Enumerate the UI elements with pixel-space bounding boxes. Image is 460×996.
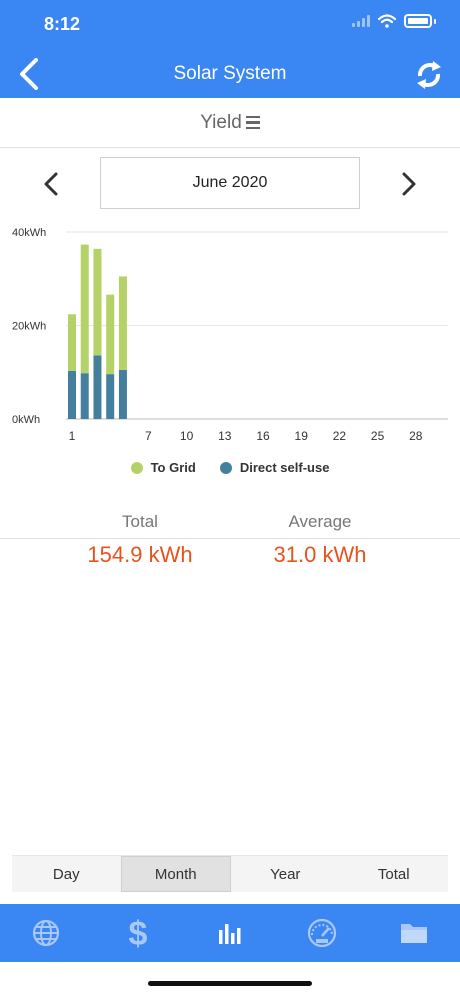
yield-chart: 0kWh 20kWh 40kWh 1 7 10 13 16 19 22 25 28: [12, 227, 448, 443]
menu-icon: [245, 115, 260, 130]
folder-icon: [401, 924, 427, 943]
status-time: 8:12: [44, 14, 81, 34]
date-selector[interactable]: June 2020: [100, 157, 360, 209]
previous-month-button[interactable]: [38, 170, 64, 198]
x-tick-label: 16: [256, 429, 270, 443]
bar-to-grid-day-1: [68, 314, 76, 371]
globe-icon: [32, 919, 60, 947]
app-header: 8:12 Solar System: [0, 0, 460, 98]
x-tick-label: 28: [409, 429, 423, 443]
next-month-button[interactable]: [396, 170, 422, 198]
yield-selector[interactable]: Yield: [0, 98, 460, 148]
legend-item-to-grid[interactable]: To Grid: [130, 460, 196, 475]
tab-total[interactable]: Total: [377, 865, 410, 883]
average-label: Average: [288, 512, 352, 531]
bar-direct-self-use-day-4: [106, 374, 115, 419]
gauge-icon: [307, 918, 337, 948]
date-value: June 2020: [192, 174, 268, 191]
bar-to-grid-day-4: [106, 294, 115, 375]
bar-to-grid-day-2: [80, 244, 89, 374]
nav-earnings[interactable]: $: [92, 904, 184, 962]
nav-statistics[interactable]: [184, 904, 276, 962]
legend-item-direct-self-use[interactable]: Direct self-use: [219, 460, 330, 475]
home-indicator: [148, 981, 312, 986]
legend-dot-to-grid: [130, 461, 143, 474]
total-label: Total: [122, 512, 158, 531]
refresh-button[interactable]: [414, 58, 444, 92]
bar-direct-self-use-day-5: [118, 369, 127, 419]
tab-month[interactable]: Month: [120, 856, 231, 892]
back-button[interactable]: [14, 56, 42, 92]
nav-files[interactable]: [368, 904, 460, 962]
bar-direct-self-use-day-2: [80, 373, 89, 419]
bar-to-grid-day-3: [93, 248, 102, 356]
y-tick-label: 40kWh: [12, 227, 46, 239]
y-tick-label: 0kWh: [12, 414, 40, 426]
wifi-icon: [378, 14, 396, 28]
x-tick-label: 22: [333, 429, 347, 443]
battery-icon: [404, 14, 432, 28]
nav-device[interactable]: [276, 904, 368, 962]
bottom-nav: $: [0, 904, 460, 962]
legend-dot-direct-self-use: [219, 461, 232, 474]
chart-legend: To Grid Direct self-use: [0, 460, 460, 475]
bar-to-grid-day-5: [118, 276, 127, 370]
x-tick-label: 1: [69, 429, 76, 443]
x-tick-label: 19: [295, 429, 309, 443]
nav-overview[interactable]: [0, 904, 92, 962]
bar-direct-self-use-day-1: [68, 370, 76, 419]
bar-direct-self-use-day-3: [93, 355, 102, 419]
x-tick-label: 10: [180, 429, 194, 443]
tab-day[interactable]: Day: [52, 865, 80, 883]
signal-icon: [352, 15, 370, 27]
x-tick-label: 7: [145, 429, 152, 443]
x-tick-label: 13: [218, 429, 232, 443]
legend-label-direct-self-use: Direct self-use: [239, 460, 330, 475]
total-value: 154.9 kWh: [87, 542, 193, 567]
page-title: Solar System: [173, 63, 287, 84]
yield-label: Yield: [200, 111, 242, 133]
average-value: 31.0 kWh: [273, 542, 367, 567]
legend-label-to-grid: To Grid: [150, 460, 196, 475]
bar-chart-icon: [219, 924, 241, 944]
x-tick-label: 25: [371, 429, 385, 443]
summary-header: Total Average: [0, 512, 460, 539]
dollar-icon: $: [129, 916, 148, 950]
period-tabs: Day Month Year Total: [12, 855, 448, 892]
status-icons: [352, 14, 436, 28]
tab-year[interactable]: Year: [270, 865, 301, 883]
svg-text:$: $: [129, 916, 148, 950]
y-tick-label: 20kWh: [12, 321, 46, 333]
